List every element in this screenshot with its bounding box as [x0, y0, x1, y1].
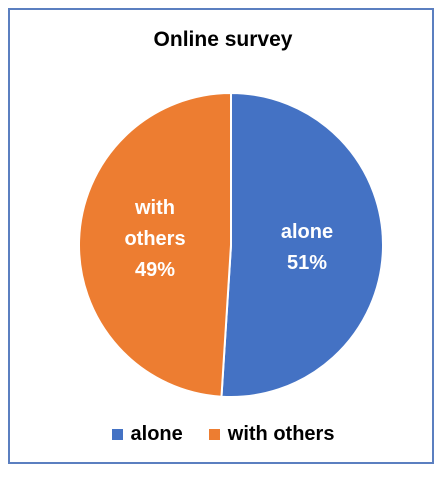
- legend-label-with-others: with others: [227, 423, 335, 445]
- pie-slice-alone: [220, 91, 384, 398]
- pie-slice-with-others: [78, 91, 232, 398]
- legend-swatch-with-others: [208, 429, 220, 440]
- legend-swatch-alone: [111, 429, 123, 440]
- slice-label-alone: alone 51%: [281, 221, 333, 274]
- chart-title: Online survey: [153, 28, 293, 51]
- legend-label-alone: alone: [130, 423, 183, 445]
- slice-label-with-others: with others 49%: [124, 197, 185, 281]
- legend-item-with-others: with others: [208, 423, 335, 446]
- legend: alone with others: [0, 423, 446, 446]
- legend-item-alone: alone: [111, 423, 183, 446]
